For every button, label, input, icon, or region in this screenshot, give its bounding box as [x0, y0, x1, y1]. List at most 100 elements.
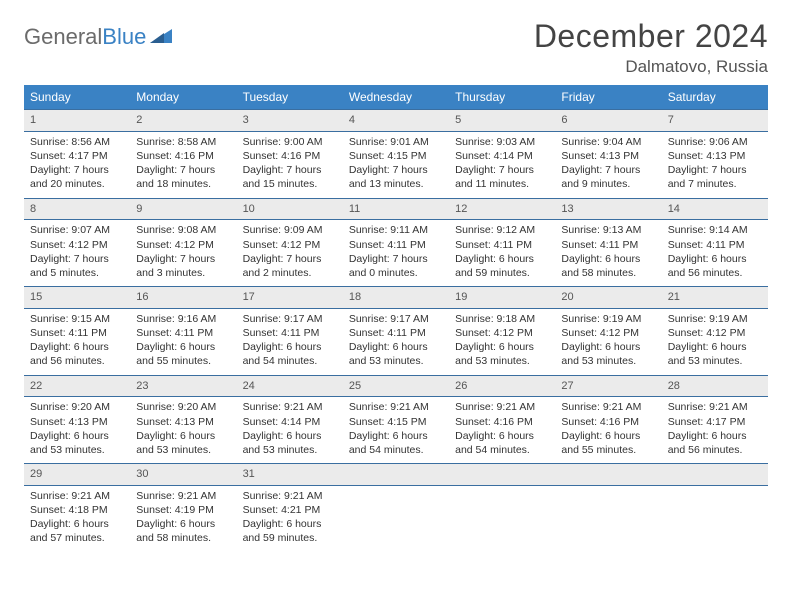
day-number: 21 [662, 286, 768, 309]
day-day2: and 5 minutes. [30, 266, 124, 280]
day-number: 28 [662, 375, 768, 398]
day-day1: Daylight: 7 hours [136, 252, 230, 266]
day-sunset: Sunset: 4:11 PM [30, 326, 124, 340]
day-number: 10 [237, 198, 343, 221]
day-sunrise: Sunrise: 9:13 AM [561, 223, 655, 237]
calendar-cell: 1Sunrise: 8:56 AMSunset: 4:17 PMDaylight… [24, 109, 130, 198]
calendar-cell: 11Sunrise: 9:11 AMSunset: 4:11 PMDayligh… [343, 198, 449, 287]
day-details: Sunrise: 8:56 AMSunset: 4:17 PMDaylight:… [24, 132, 130, 198]
day-number: 16 [130, 286, 236, 309]
day-day2: and 55 minutes. [136, 354, 230, 368]
day-details: Sunrise: 9:18 AMSunset: 4:12 PMDaylight:… [449, 309, 555, 375]
day-day1: Daylight: 7 hours [668, 163, 762, 177]
day-sunset: Sunset: 4:11 PM [349, 326, 443, 340]
day-details: Sunrise: 9:15 AMSunset: 4:11 PMDaylight:… [24, 309, 130, 375]
day-sunset: Sunset: 4:14 PM [243, 415, 337, 429]
day-sunset: Sunset: 4:15 PM [349, 149, 443, 163]
day-number: 19 [449, 286, 555, 309]
day-day2: and 20 minutes. [30, 177, 124, 191]
calendar-cell: 15Sunrise: 9:15 AMSunset: 4:11 PMDayligh… [24, 286, 130, 375]
day-details: Sunrise: 9:21 AMSunset: 4:16 PMDaylight:… [555, 397, 661, 463]
day-day2: and 53 minutes. [668, 354, 762, 368]
day-details: Sunrise: 9:20 AMSunset: 4:13 PMDaylight:… [24, 397, 130, 463]
day-day2: and 53 minutes. [243, 443, 337, 457]
day-sunrise: Sunrise: 9:19 AM [561, 312, 655, 326]
day-day2: and 57 minutes. [30, 531, 124, 545]
day-sunrise: Sunrise: 9:07 AM [30, 223, 124, 237]
calendar-cell: 24Sunrise: 9:21 AMSunset: 4:14 PMDayligh… [237, 375, 343, 464]
day-sunset: Sunset: 4:12 PM [455, 326, 549, 340]
weekday-header: Thursday [449, 85, 555, 109]
calendar-row: 15Sunrise: 9:15 AMSunset: 4:11 PMDayligh… [24, 286, 768, 375]
day-details: Sunrise: 9:21 AMSunset: 4:18 PMDaylight:… [24, 486, 130, 552]
day-details: Sunrise: 9:12 AMSunset: 4:11 PMDaylight:… [449, 220, 555, 286]
day-day1: Daylight: 7 hours [455, 163, 549, 177]
title-block: December 2024 Dalmatovo, Russia [534, 18, 768, 77]
day-sunrise: Sunrise: 9:01 AM [349, 135, 443, 149]
calendar-row: 29Sunrise: 9:21 AMSunset: 4:18 PMDayligh… [24, 463, 768, 552]
day-day2: and 3 minutes. [136, 266, 230, 280]
day-sunrise: Sunrise: 9:18 AM [455, 312, 549, 326]
day-number: 17 [237, 286, 343, 309]
day-day2: and 18 minutes. [136, 177, 230, 191]
day-sunset: Sunset: 4:11 PM [561, 238, 655, 252]
day-day1: Daylight: 6 hours [561, 429, 655, 443]
day-details: Sunrise: 8:58 AMSunset: 4:16 PMDaylight:… [130, 132, 236, 198]
day-day1: Daylight: 7 hours [136, 163, 230, 177]
day-number: 4 [343, 109, 449, 132]
calendar-cell: 16Sunrise: 9:16 AMSunset: 4:11 PMDayligh… [130, 286, 236, 375]
calendar-cell: 2Sunrise: 8:58 AMSunset: 4:16 PMDaylight… [130, 109, 236, 198]
day-sunrise: Sunrise: 8:56 AM [30, 135, 124, 149]
calendar-cell: 21Sunrise: 9:19 AMSunset: 4:12 PMDayligh… [662, 286, 768, 375]
day-day1: Daylight: 7 hours [349, 252, 443, 266]
weekday-header-row: Sunday Monday Tuesday Wednesday Thursday… [24, 85, 768, 109]
day-number: 12 [449, 198, 555, 221]
header: GeneralBlue December 2024 Dalmatovo, Rus… [24, 18, 768, 77]
day-number: 25 [343, 375, 449, 398]
logo: GeneralBlue [24, 18, 172, 50]
calendar-cell [343, 463, 449, 552]
calendar-cell [555, 463, 661, 552]
day-details: Sunrise: 9:21 AMSunset: 4:21 PMDaylight:… [237, 486, 343, 552]
day-sunset: Sunset: 4:21 PM [243, 503, 337, 517]
day-sunrise: Sunrise: 9:12 AM [455, 223, 549, 237]
weekday-header: Monday [130, 85, 236, 109]
day-number: 26 [449, 375, 555, 398]
day-sunset: Sunset: 4:12 PM [136, 238, 230, 252]
day-day1: Daylight: 6 hours [455, 252, 549, 266]
day-sunrise: Sunrise: 9:00 AM [243, 135, 337, 149]
day-sunset: Sunset: 4:12 PM [561, 326, 655, 340]
day-day1: Daylight: 6 hours [30, 429, 124, 443]
day-day1: Daylight: 6 hours [243, 340, 337, 354]
day-day2: and 58 minutes. [561, 266, 655, 280]
day-details: Sunrise: 9:21 AMSunset: 4:15 PMDaylight:… [343, 397, 449, 463]
day-day1: Daylight: 6 hours [455, 340, 549, 354]
calendar-cell: 22Sunrise: 9:20 AMSunset: 4:13 PMDayligh… [24, 375, 130, 464]
calendar-cell: 23Sunrise: 9:20 AMSunset: 4:13 PMDayligh… [130, 375, 236, 464]
day-sunrise: Sunrise: 9:21 AM [668, 400, 762, 414]
calendar-cell: 19Sunrise: 9:18 AMSunset: 4:12 PMDayligh… [449, 286, 555, 375]
day-sunrise: Sunrise: 9:21 AM [349, 400, 443, 414]
day-sunrise: Sunrise: 9:21 AM [30, 489, 124, 503]
day-day2: and 2 minutes. [243, 266, 337, 280]
day-day1: Daylight: 7 hours [30, 252, 124, 266]
day-sunset: Sunset: 4:16 PM [455, 415, 549, 429]
day-number: 3 [237, 109, 343, 132]
day-day2: and 53 minutes. [30, 443, 124, 457]
day-day1: Daylight: 7 hours [243, 252, 337, 266]
day-sunset: Sunset: 4:11 PM [349, 238, 443, 252]
day-sunrise: Sunrise: 9:15 AM [30, 312, 124, 326]
day-number: 7 [662, 109, 768, 132]
day-sunset: Sunset: 4:16 PM [243, 149, 337, 163]
day-day1: Daylight: 6 hours [668, 429, 762, 443]
day-number: 11 [343, 198, 449, 221]
calendar-table: Sunday Monday Tuesday Wednesday Thursday… [24, 85, 768, 552]
day-details: Sunrise: 9:21 AMSunset: 4:16 PMDaylight:… [449, 397, 555, 463]
day-number: 24 [237, 375, 343, 398]
day-day1: Daylight: 6 hours [30, 517, 124, 531]
day-sunrise: Sunrise: 9:09 AM [243, 223, 337, 237]
day-sunrise: Sunrise: 9:20 AM [30, 400, 124, 414]
day-day1: Daylight: 7 hours [30, 163, 124, 177]
calendar-row: 1Sunrise: 8:56 AMSunset: 4:17 PMDaylight… [24, 109, 768, 198]
day-sunrise: Sunrise: 9:21 AM [561, 400, 655, 414]
